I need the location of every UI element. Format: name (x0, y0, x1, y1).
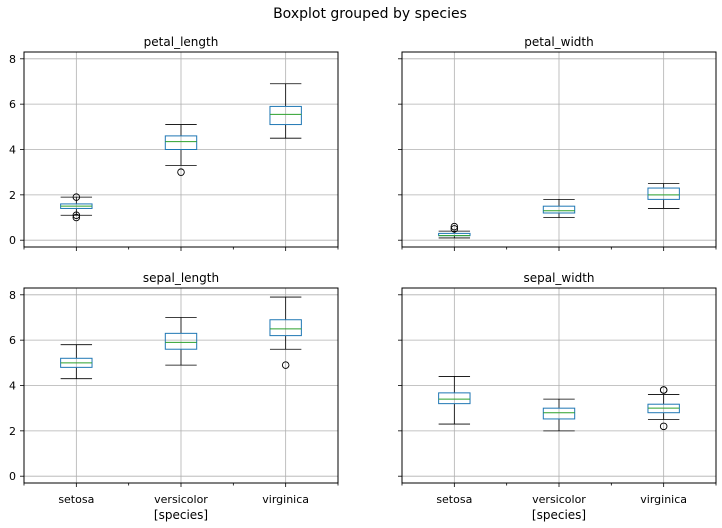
x-tick-label-virginica: virginica (262, 493, 309, 506)
panels: 0 2 4 6 8 petal_length petal_width 0 2 4 6 8 setosa v… (9, 35, 717, 522)
y-tick-label: 2 (9, 425, 16, 438)
box-versicolor (542, 398, 576, 432)
panel-title: sepal_length (143, 271, 219, 285)
outlier-point (72, 211, 81, 220)
box-virginica (647, 386, 680, 431)
axes-frame (401, 287, 717, 484)
outlier-point (659, 386, 668, 394)
box-setosa (60, 344, 93, 380)
box-setosa (438, 376, 471, 425)
outlier-point (72, 213, 81, 222)
panel-petal-width: petal_width (398, 35, 717, 251)
box-setosa (60, 193, 93, 222)
x-tick-label-virginica: virginica (640, 493, 687, 506)
iqr-box (542, 407, 576, 420)
y-tick-label: 6 (9, 98, 16, 111)
x-tick-label-setosa: setosa (436, 493, 472, 506)
outlier-point (450, 225, 459, 233)
box-virginica (647, 183, 680, 209)
panel-sepal-width: setosa versicolor virginica sepal_width [spe… (398, 271, 717, 522)
box-virginica (269, 296, 302, 369)
box-versicolor (164, 124, 198, 176)
y-tick-label: 0 (9, 234, 16, 247)
iqr-box (542, 205, 576, 214)
axes-frame (401, 51, 717, 248)
iqr-box (438, 392, 471, 405)
y-tick-label: 8 (9, 289, 16, 302)
x-axis-label: [species] (154, 508, 208, 522)
outlier-point (450, 222, 459, 231)
axes-frame (23, 51, 339, 248)
outlier-point (659, 422, 668, 431)
y-tick-label: 0 (9, 470, 16, 483)
figure-title: Boxplot grouped by species (273, 6, 467, 22)
iqr-box (647, 187, 680, 200)
outlier-point (72, 193, 81, 201)
panel-sepal-length: 0 2 4 6 8 setosa versicolor virginica sepal_leng… (9, 271, 339, 522)
panel-title: petal_width (524, 35, 593, 49)
x-tick-label-setosa: setosa (58, 493, 94, 506)
axes-frame (23, 287, 339, 484)
box-virginica (269, 83, 302, 139)
x-tick-label-versicolor: versicolor (154, 493, 208, 506)
outlier-point (281, 361, 290, 369)
iqr-box (164, 332, 198, 350)
y-tick-label: 6 (9, 334, 16, 347)
y-tick-label: 8 (9, 53, 16, 66)
panel-petal-length: 0 2 4 6 8 petal_length (9, 35, 339, 251)
x-axis-label: [species] (532, 508, 586, 522)
panel-title: sepal_width (523, 271, 594, 285)
iqr-box (269, 105, 302, 126)
iqr-box (269, 319, 302, 337)
box-versicolor (164, 317, 198, 366)
y-tick-label: 4 (9, 380, 16, 393)
outlier-point (177, 168, 185, 176)
box-setosa (438, 222, 471, 239)
box-versicolor (542, 198, 576, 218)
iqr-box (164, 135, 198, 151)
x-tick-label-versicolor: versicolor (532, 493, 586, 506)
y-tick-label: 2 (9, 189, 16, 202)
y-tick-label: 4 (9, 144, 16, 157)
panel-title: petal_length (144, 35, 219, 49)
